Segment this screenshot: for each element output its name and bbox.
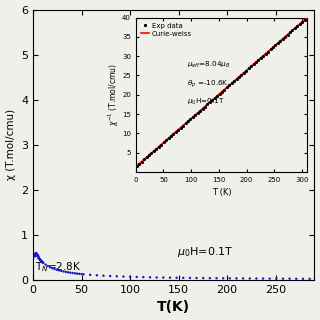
Point [43,262,48,267]
Point [134,274,139,279]
Point [66,270,71,275]
Point [174,275,179,280]
Point [247,276,252,281]
Point [254,276,259,281]
X-axis label: T(K): T(K) [157,300,190,315]
Point [35,253,40,258]
Point [52,267,57,272]
Y-axis label: χ (T.mol/cmu): χ (T.mol/cmu) [5,109,16,180]
Point [101,273,106,278]
Point [41,260,46,266]
Point [33,251,38,256]
Point [161,275,166,280]
Point [280,276,285,281]
Point [35,253,40,258]
Point [33,252,38,257]
Text: $\mu_0$H=0.1T: $\mu_0$H=0.1T [177,245,233,259]
Point [36,254,41,259]
Point [79,271,84,276]
Point [128,274,133,279]
Point [114,274,119,279]
Point [72,271,77,276]
Point [274,276,279,281]
Point [294,276,299,281]
Point [68,270,73,275]
Point [75,271,80,276]
Point [59,268,64,274]
Point [167,275,172,280]
Point [214,276,219,281]
Point [34,252,39,257]
Point [188,276,193,281]
Point [36,256,42,261]
Point [148,275,153,280]
Point [40,260,45,265]
Point [267,276,272,281]
Point [63,269,68,275]
Point [260,276,266,281]
Point [57,268,62,273]
Point [54,267,60,272]
Point [194,276,199,281]
Point [81,272,86,277]
Point [37,257,42,262]
Point [307,276,312,281]
Point [40,260,45,265]
Point [207,276,212,281]
Text: T$_N$=2.8K: T$_N$=2.8K [35,260,81,274]
Point [32,254,37,259]
Point [201,276,206,281]
Point [300,276,306,281]
Point [77,271,82,276]
Point [47,265,52,270]
Point [34,252,39,257]
Point [36,255,41,260]
Point [50,266,55,271]
Point [45,263,50,268]
Point [38,258,43,263]
Point [141,275,146,280]
Point [39,259,44,264]
Point [234,276,239,281]
Point [39,259,44,264]
Point [181,275,186,280]
Point [227,276,232,281]
Point [220,276,226,281]
Point [37,257,43,262]
Point [154,275,159,280]
Point [287,276,292,281]
Point [108,274,113,279]
Point [70,270,75,276]
Point [38,258,44,263]
Point [61,269,66,274]
Point [94,273,100,278]
Point [88,272,93,277]
Point [241,276,246,281]
Point [121,274,126,279]
